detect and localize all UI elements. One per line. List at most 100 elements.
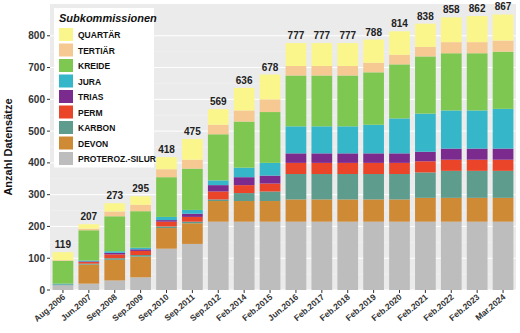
bar-segment: [311, 43, 332, 66]
legend-label: PROTEROZ.-SILUR: [78, 154, 156, 164]
tick: [295, 290, 296, 293]
bar-segment: [337, 199, 358, 221]
bar-segment: [78, 230, 99, 260]
data-label: 273: [106, 190, 123, 201]
tick-label: 0: [39, 285, 45, 296]
bar-segment: [156, 177, 177, 217]
tick: [166, 290, 167, 293]
bar-segment: [286, 66, 307, 76]
bar-segment: [104, 280, 125, 290]
bar-segment: [130, 277, 151, 290]
bar-segment: [467, 110, 488, 148]
bar-segment: [415, 198, 436, 222]
plot-background: [50, 4, 516, 290]
chart: 0100200300400500600700800119Aug.2006207J…: [0, 0, 520, 333]
bar-segment: [389, 31, 410, 55]
bar-segment: [156, 157, 177, 169]
bar-segment: [234, 193, 255, 201]
bar-segment: [311, 66, 332, 76]
legend-title: Subkommissionen: [59, 12, 157, 24]
bar-segment: [156, 220, 177, 222]
bar-segment: [156, 217, 177, 220]
bar-segment: [78, 261, 99, 263]
tick: [270, 290, 271, 293]
tick-label: 400: [28, 157, 45, 168]
bar-segment: [415, 161, 436, 172]
bar-segment: [260, 222, 281, 290]
bar-segment: [182, 210, 203, 214]
bar-segment: [208, 180, 229, 185]
bar-segment: [286, 222, 307, 290]
tick: [425, 290, 426, 293]
legend-key: [59, 90, 73, 103]
tick-label: 600: [28, 94, 45, 105]
bar-segment: [415, 222, 436, 290]
bar-segment: [363, 222, 384, 290]
bar-segment: [311, 153, 332, 163]
bar-segment: [208, 134, 229, 180]
legend-key: [59, 28, 73, 41]
bar-segment: [493, 198, 514, 222]
data-label: 862: [469, 3, 486, 14]
bar-segment: [234, 222, 255, 290]
data-label: 777: [339, 30, 356, 41]
tick: [47, 35, 50, 36]
bar-segment: [234, 185, 255, 193]
legend-key: [59, 44, 73, 57]
tick: [47, 162, 50, 163]
bar-segment: [130, 205, 151, 211]
bar-segment: [286, 76, 307, 127]
bar-segment: [53, 284, 74, 286]
bar-segment: [234, 122, 255, 168]
bar-segment: [337, 222, 358, 290]
bar-segment: [182, 244, 203, 290]
bar-segment: [467, 16, 488, 42]
tick: [47, 290, 50, 291]
bar-segment: [104, 216, 125, 251]
bar-segment: [53, 261, 74, 284]
bar-segment: [234, 177, 255, 185]
bar-segment: [493, 160, 514, 171]
bar-segment: [467, 222, 488, 290]
bar-segment: [337, 43, 358, 66]
bar-segment: [311, 222, 332, 290]
bar-segment: [130, 248, 151, 250]
bar-segment: [441, 42, 462, 53]
bar-segment: [182, 160, 203, 169]
bar-segment: [467, 42, 488, 53]
tick-label: 800: [28, 30, 45, 41]
axis-title: Anzahl Datensätze: [2, 98, 14, 195]
bar-segment: [208, 109, 229, 125]
data-label: 119: [55, 239, 72, 250]
bar-segment: [208, 191, 229, 199]
bar-segment: [156, 222, 177, 227]
bar-segment: [389, 174, 410, 199]
bar-segment: [208, 125, 229, 135]
legend-label: TRIAS: [78, 92, 104, 102]
tick: [62, 290, 63, 293]
bar-segment: [182, 223, 203, 244]
bar-segment: [260, 75, 281, 100]
tick: [244, 290, 245, 293]
data-label: 814: [391, 18, 408, 29]
bar-segment: [53, 252, 74, 260]
data-label: 418: [158, 144, 175, 155]
tick-label: 300: [28, 189, 45, 200]
bar-segment: [415, 24, 436, 47]
bar-segment: [104, 258, 125, 260]
bar-segment: [286, 43, 307, 66]
legend-key: [59, 137, 73, 150]
bar-segment: [130, 255, 151, 257]
bar-segment: [363, 125, 384, 154]
tick: [47, 226, 50, 227]
bar-segment: [363, 163, 384, 174]
bar-segment: [260, 163, 281, 176]
bar-segment: [493, 41, 514, 52]
data-label: 838: [417, 11, 434, 22]
bar-segment: [441, 171, 462, 198]
bar-segment: [104, 260, 125, 281]
legend-label: DEVON: [78, 139, 108, 149]
data-label: 207: [80, 211, 97, 222]
bar-segment: [156, 228, 177, 249]
bar-segment: [363, 174, 384, 199]
